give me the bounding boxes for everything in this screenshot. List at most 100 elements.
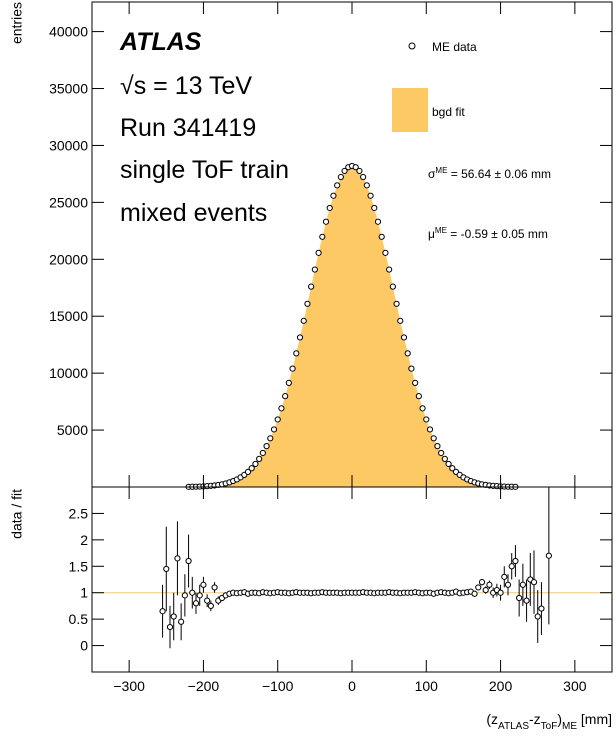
data-point	[434, 443, 441, 450]
data-point	[408, 365, 415, 372]
data-point	[341, 167, 348, 175]
x-tick-label: −100	[262, 678, 294, 694]
data-point	[530, 579, 538, 586]
data-point	[166, 623, 174, 631]
data-point	[207, 602, 214, 610]
data-point	[244, 468, 252, 475]
data-point	[545, 552, 552, 559]
data-point	[256, 455, 263, 462]
data-point	[192, 600, 200, 607]
annotation: μME = -0.59 ± 0.05 mm	[428, 226, 548, 241]
y-tick-label: 2.5	[69, 505, 89, 521]
data-point	[378, 233, 385, 240]
data-point	[538, 605, 545, 612]
legend-marker	[408, 42, 416, 50]
data-point	[159, 608, 166, 615]
data-point	[282, 393, 289, 400]
data-point	[534, 613, 541, 620]
y-tick-label: 40000	[49, 24, 88, 40]
run-label: Run 341419	[120, 114, 256, 142]
data-point	[516, 594, 523, 602]
data-point	[415, 393, 422, 400]
data-point	[430, 435, 437, 442]
data-point	[419, 405, 426, 412]
y-tick-label: 10000	[49, 365, 88, 381]
data-point	[412, 379, 419, 386]
data-point	[367, 192, 374, 199]
data-point	[274, 416, 281, 423]
data-point	[400, 334, 408, 341]
data-point	[259, 449, 266, 457]
data-point	[508, 563, 515, 570]
data-point	[393, 300, 400, 307]
x-tick-label: 300	[563, 678, 587, 694]
data-point	[248, 465, 255, 472]
data-point	[386, 266, 393, 273]
data-point	[330, 192, 337, 199]
data-point	[285, 379, 292, 386]
train-label: single ToF train	[120, 156, 289, 184]
data-point	[270, 426, 278, 433]
data-point	[163, 565, 170, 573]
data-point	[482, 586, 489, 594]
x-tick-label: −300	[113, 678, 145, 694]
data-point	[471, 590, 478, 597]
data-point	[523, 597, 530, 604]
data-point	[252, 460, 259, 468]
data-point	[404, 350, 411, 357]
legend-label: ME data	[432, 40, 477, 54]
y-tick-label: 1.5	[69, 558, 89, 574]
y-tick-label: 1	[80, 585, 88, 601]
x-tick-label: −200	[188, 678, 220, 694]
data-point	[449, 465, 456, 472]
data-point	[512, 557, 519, 565]
data-point	[497, 589, 504, 596]
annotation: σME = 56.64 ± 0.06 mm	[428, 166, 551, 181]
data-point	[174, 555, 181, 562]
data-point	[200, 581, 207, 588]
data-point	[475, 584, 482, 591]
data-point	[189, 589, 196, 596]
y-tick-label: 20000	[49, 251, 88, 267]
data-point	[170, 613, 177, 620]
data-point	[319, 233, 326, 240]
data-point	[438, 449, 445, 457]
experiment-label: ATLAS	[119, 28, 202, 56]
data-point	[389, 283, 396, 290]
data-point	[196, 592, 203, 599]
legend-label: bgd fit	[432, 105, 465, 119]
data-point	[293, 350, 300, 357]
data-point	[334, 182, 341, 189]
data-point	[360, 173, 367, 181]
sample-label: mixed events	[120, 199, 267, 227]
data-point	[300, 317, 307, 324]
data-point	[397, 317, 404, 324]
data-point	[308, 283, 315, 290]
data-point	[267, 435, 274, 442]
y-tick-label: 0	[80, 638, 88, 654]
data-point	[326, 204, 333, 212]
y-tick-label: 15000	[49, 308, 88, 324]
y-tick-label: 25000	[49, 194, 88, 210]
data-point	[263, 443, 270, 450]
x-tick-label: 100	[415, 678, 439, 694]
y-axis-label: entries	[9, 2, 25, 44]
data-point	[519, 581, 526, 588]
data-point	[423, 416, 430, 423]
data-point	[204, 597, 211, 604]
data-point	[504, 581, 512, 588]
data-point	[374, 218, 382, 225]
data-point	[363, 182, 370, 189]
data-point	[441, 455, 448, 462]
data-point	[445, 460, 452, 468]
data-point	[185, 557, 192, 565]
data-point	[356, 167, 363, 175]
data-point	[382, 249, 389, 256]
x-axis-label: (zATLAS-zToF)ME [mm]	[486, 711, 612, 732]
y-tick-label: 5000	[57, 422, 88, 438]
data-point	[337, 173, 344, 181]
legend-swatch	[392, 88, 428, 132]
x-tick-label: 200	[489, 678, 513, 694]
y-tick-label: 35000	[49, 81, 88, 97]
data-point	[304, 300, 311, 307]
